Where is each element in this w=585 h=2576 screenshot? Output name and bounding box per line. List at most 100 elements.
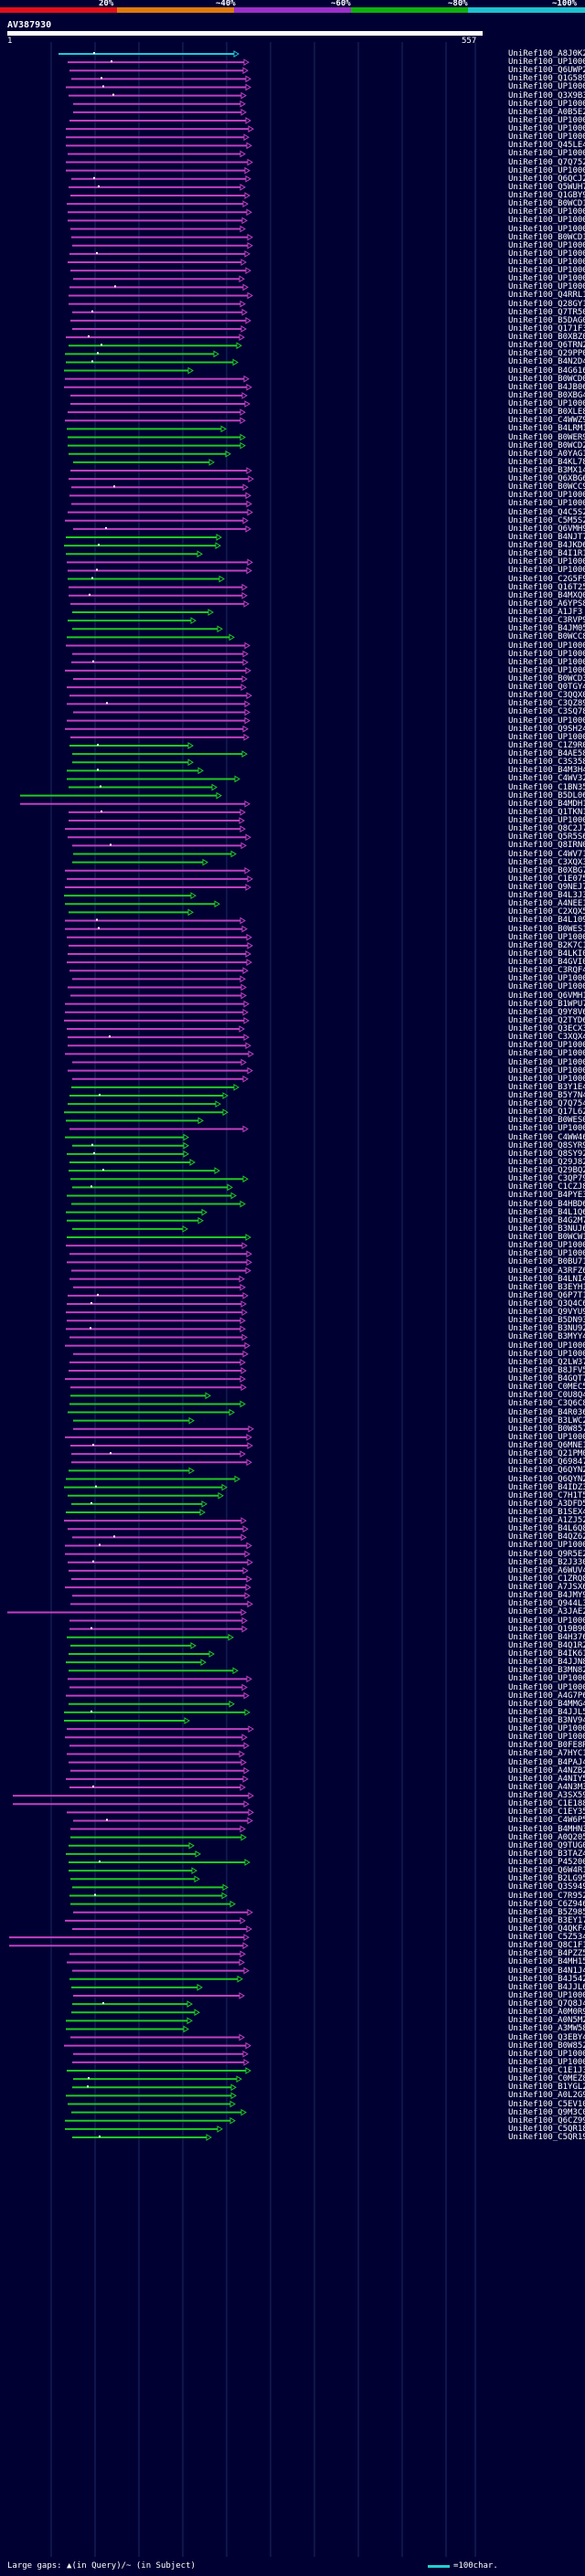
hit-label[interactable]: UniRef100_C3QP79 [508,1174,585,1184]
hit-alignment[interactable] [69,1617,248,1625]
hit-alignment[interactable] [69,1566,249,1574]
hit-alignment[interactable] [73,1283,246,1291]
hit-label[interactable]: UniRef100_B5Z985 [508,1907,585,1917]
hit-label[interactable]: UniRef100_B4L3J3 [508,891,585,901]
hit-label[interactable]: UniRef100_B4JM05 [508,624,585,634]
hit-label[interactable]: UniRef100_C4WV32 [508,774,585,784]
hit-alignment[interactable] [67,1234,251,1241]
hit-alignment[interactable] [70,600,250,608]
hit-alignment[interactable] [67,558,253,567]
hit-label[interactable]: UniRef100_UP1000... [508,274,585,284]
hit-alignment[interactable] [69,342,242,350]
hit-alignment[interactable] [67,1958,245,1966]
hit-alignment[interactable] [64,892,197,900]
hit-alignment[interactable] [13,1792,254,1799]
hit-label[interactable]: UniRef100_B0WCD1 [508,199,585,209]
hit-alignment[interactable] [71,483,249,492]
hit-alignment[interactable] [70,1766,250,1775]
hit-label[interactable]: UniRef100_UP1000... [508,649,585,659]
hit-label[interactable]: UniRef100_UP1000... [508,240,585,250]
hit-alignment[interactable] [69,583,248,591]
hit-alignment[interactable] [65,417,246,425]
hit-alignment[interactable] [71,233,253,241]
hit-label[interactable]: UniRef100_A0N5M2 [508,2016,585,2026]
hit-alignment[interactable] [69,475,254,483]
hit-label[interactable]: UniRef100_C0U8Q4 [508,1391,585,1401]
hit-label[interactable]: UniRef100_Q3ECX3 [508,1024,585,1034]
hit-alignment[interactable] [70,1600,253,1608]
hit-alignment[interactable] [64,1483,228,1491]
hit-label[interactable]: UniRef100_A7JSX6 [508,1583,585,1593]
hit-label[interactable]: UniRef100_Q8SY92 [508,1149,585,1159]
hit-alignment[interactable] [70,1383,247,1392]
hit-alignment[interactable] [65,1133,189,1141]
hit-alignment[interactable] [7,1608,247,1617]
hit-label[interactable]: UniRef100_B0W852 [508,2041,585,2051]
hit-alignment[interactable] [64,366,194,375]
hit-alignment[interactable] [65,1550,250,1558]
hit-alignment[interactable] [69,450,231,458]
hit-alignment[interactable] [69,1167,220,1174]
hit-label[interactable]: UniRef100_B4PYE3 [508,1191,585,1201]
hit-label[interactable]: UniRef100_Q6UWP2 [508,66,585,76]
hit-alignment[interactable] [73,525,251,533]
hit-alignment[interactable] [66,1242,248,1250]
hit-label[interactable]: UniRef100_B4JJN8 [508,1658,585,1668]
hit-alignment[interactable] [68,983,247,991]
hit-label[interactable]: UniRef100_UP1000... [508,282,585,292]
hit-alignment[interactable] [66,2025,189,2033]
hit-alignment[interactable] [70,225,246,233]
hit-label[interactable]: UniRef100_Q8IRN0 [508,841,585,851]
hit-label[interactable]: UniRef100_UP1000... [508,932,585,942]
hit-label[interactable]: UniRef100_B4R036 [508,1407,585,1417]
hit-alignment[interactable] [69,1841,195,1850]
hit-alignment[interactable] [66,1659,207,1667]
hit-label[interactable]: UniRef100_UP1000... [508,557,585,567]
hit-alignment[interactable] [69,967,249,975]
hit-label[interactable]: UniRef100_UP1000... [508,499,585,509]
hit-alignment[interactable] [71,1500,207,1508]
hit-label[interactable]: UniRef100_Q9NEJ7 [508,883,585,892]
hit-label[interactable]: UniRef100_B3EYH1 [508,1282,585,1292]
hit-label[interactable]: UniRef100_B4IDZ3 [508,1482,585,1492]
hit-label[interactable]: UniRef100_B4LKI0 [508,949,585,959]
hit-label[interactable]: UniRef100_B5DL06 [508,790,585,800]
hit-alignment[interactable] [65,1008,249,1016]
hit-alignment[interactable] [71,500,252,508]
hit-alignment[interactable] [66,550,203,558]
hit-label[interactable]: UniRef100_Q171F3 [508,323,585,334]
hit-label[interactable]: UniRef100_UP1000... [508,732,585,742]
hit-label[interactable]: UniRef100_B0XLE8 [508,408,585,418]
hit-label[interactable]: UniRef100_A7HYC1 [508,1749,585,1759]
hit-alignment[interactable] [67,425,227,433]
hit-alignment[interactable] [70,1825,246,1833]
hit-label[interactable]: UniRef100_A0B5E2 [508,107,585,117]
hit-alignment[interactable] [70,991,247,1000]
hit-label[interactable]: UniRef100_B4JB06 [508,382,585,392]
hit-label[interactable]: UniRef100_C5QR18 [508,2124,585,2134]
hit-label[interactable]: UniRef100_B3MN82 [508,1666,585,1676]
hit-alignment[interactable] [73,675,248,683]
hit-alignment[interactable] [65,1542,252,1550]
hit-label[interactable]: UniRef100_UP1000... [508,258,585,267]
hit-alignment[interactable] [65,2125,223,2133]
hit-label[interactable]: UniRef100_UP1000... [508,99,585,109]
hit-alignment[interactable] [68,408,246,417]
hit-label[interactable]: UniRef100_UP1000... [508,58,585,68]
hit-label[interactable]: UniRef100_UP1000... [508,1241,585,1251]
hit-alignment[interactable] [67,1025,245,1033]
hit-label[interactable]: UniRef100_UP1000... [508,1541,585,1551]
hit-label[interactable]: UniRef100_B3MYY4 [508,1332,585,1342]
hit-label[interactable]: UniRef100_UP1000... [508,716,585,726]
hit-alignment[interactable] [69,1333,248,1341]
hit-alignment[interactable] [73,275,245,283]
hit-label[interactable]: UniRef100_B4I1R1 [508,549,585,559]
hit-label[interactable]: UniRef100_UP1000... [508,133,585,143]
hit-alignment[interactable] [65,925,248,933]
hit-alignment[interactable] [64,1517,247,1525]
hit-label[interactable]: UniRef100_Q6MNE1 [508,1441,585,1451]
hit-alignment[interactable] [68,259,247,266]
hit-label[interactable]: UniRef100_B4GQT7 [508,1374,585,1384]
hit-alignment[interactable] [68,1100,221,1108]
hit-alignment[interactable] [65,1050,254,1058]
